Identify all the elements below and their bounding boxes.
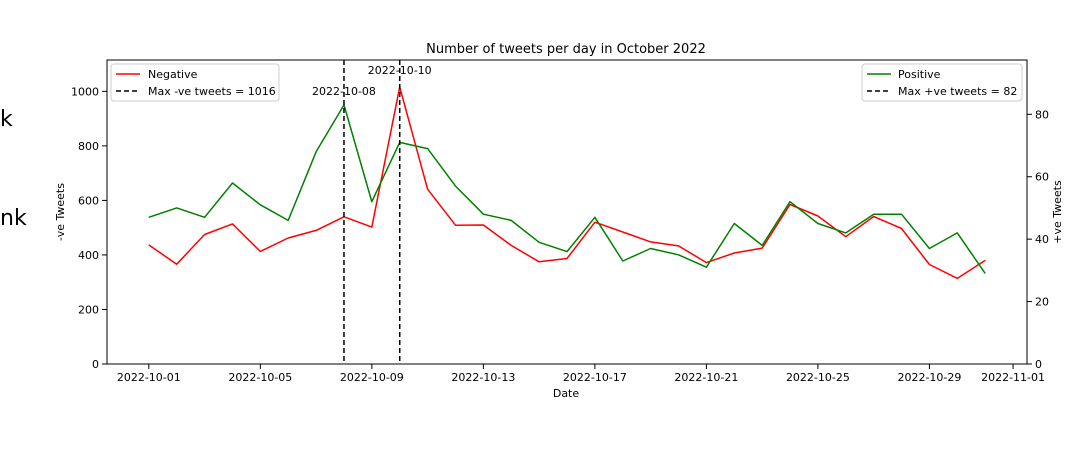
legend-positive-label: Positive xyxy=(898,68,941,81)
legend-max-negative-label: Max -ve tweets = 1016 xyxy=(148,85,276,98)
y-right-tick-label-40: 40 xyxy=(1035,233,1049,246)
y-left-tick-label-0: 0 xyxy=(92,358,99,371)
chart-title: Number of tweets per day in October 2022 xyxy=(426,42,706,57)
y-left-tick-label-600: 600 xyxy=(78,194,99,207)
x-tick-label-2022-10-13: 2022-10-13 xyxy=(451,371,515,384)
x-tick-label-2022-10-05: 2022-10-05 xyxy=(228,371,292,384)
y-left-tick-label-1000: 1000 xyxy=(71,85,99,98)
annotation-2022-10-08: 2022-10-08 xyxy=(312,85,376,98)
series-line-positive xyxy=(148,104,986,274)
y-right-tick-label-60: 60 xyxy=(1035,171,1049,184)
legend-right-box xyxy=(861,63,1023,102)
x-axis-label: Date xyxy=(553,387,580,400)
legend-right: Positive Max +ve tweets = 82 xyxy=(861,63,1023,102)
y-right-tick-label-20: 20 xyxy=(1035,296,1049,309)
y-axis-left-label: -ve Tweets xyxy=(54,183,67,241)
legend-negative-label: Negative xyxy=(148,68,198,81)
x-tick-label-2022-10-01: 2022-10-01 xyxy=(117,371,181,384)
y-axis-right-label: +ve Tweets xyxy=(1051,180,1064,244)
edge-text-fragment-2: nk xyxy=(0,206,27,231)
x-tick-label-2022-10-21: 2022-10-21 xyxy=(674,371,738,384)
legend-left: Negative Max -ve tweets = 1016 xyxy=(110,63,280,102)
y-right-tick-label-80: 80 xyxy=(1035,108,1049,121)
legend-max-positive-label: Max +ve tweets = 82 xyxy=(898,85,1017,98)
annotation-2022-10-10: 2022-10-10 xyxy=(368,64,432,77)
y-left-tick-label-200: 200 xyxy=(78,303,99,316)
x-tick-label-2022-10-25: 2022-10-25 xyxy=(786,371,850,384)
x-tick-label-2022-11-01: 2022-11-01 xyxy=(981,371,1045,384)
edge-text-fragment-1: k xyxy=(0,107,13,132)
y-left-tick-label-400: 400 xyxy=(78,249,99,262)
legend-left-box xyxy=(110,63,280,102)
y-left-tick-label-800: 800 xyxy=(78,140,99,153)
x-tick-label-2022-10-17: 2022-10-17 xyxy=(563,371,627,384)
y-right-tick-label-0: 0 xyxy=(1035,358,1042,371)
series-line-negative xyxy=(148,86,986,280)
x-tick-label-2022-10-09: 2022-10-09 xyxy=(340,371,404,384)
x-tick-label-2022-10-29: 2022-10-29 xyxy=(897,371,961,384)
plot-frame xyxy=(106,59,1028,365)
